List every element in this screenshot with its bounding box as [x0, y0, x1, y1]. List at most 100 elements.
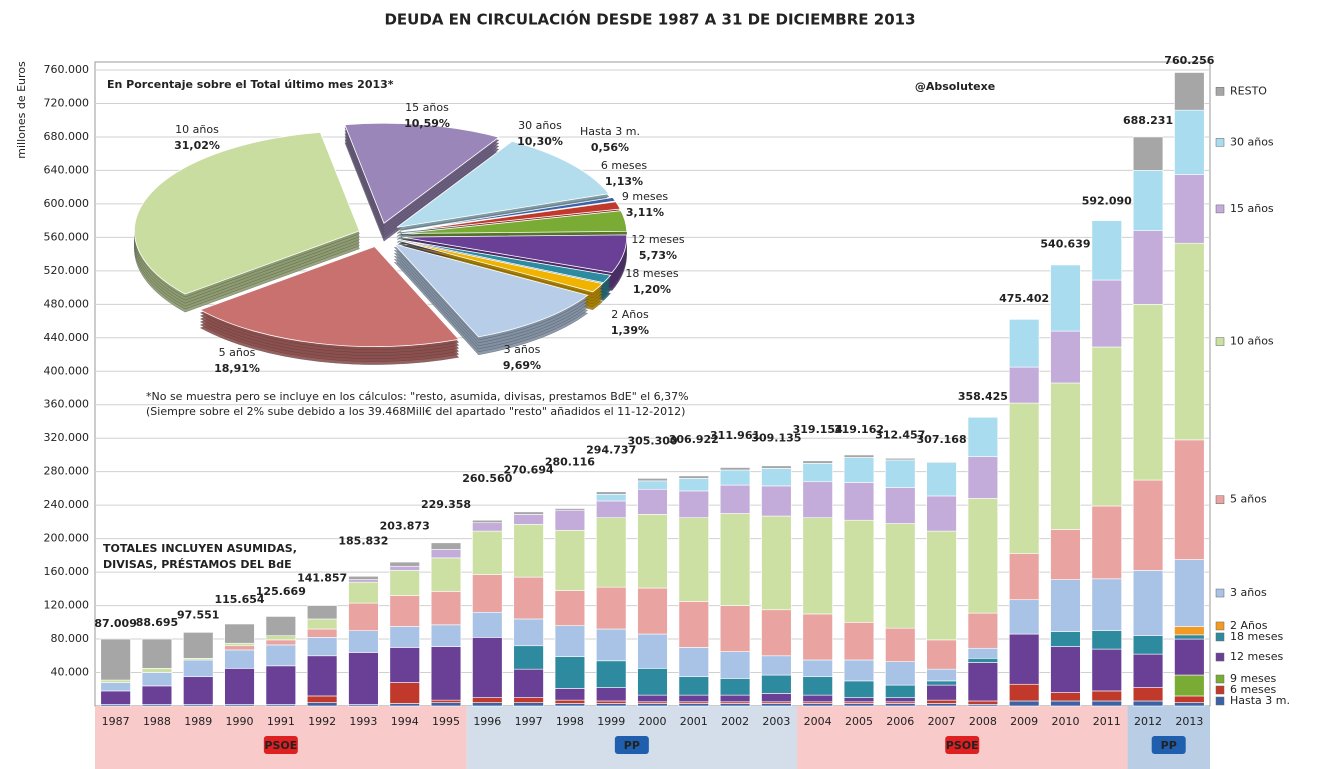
y-tick-label: 40.000	[51, 666, 90, 679]
y-axis-label: millones de Euros	[15, 61, 28, 159]
bar-segment	[1174, 242, 1205, 441]
bar-segment	[843, 622, 875, 661]
bar-segment	[224, 649, 255, 669]
bar-segment	[472, 611, 503, 638]
bar-segment	[678, 490, 709, 519]
total-label: 280.116	[545, 456, 595, 469]
legend-swatch	[1215, 204, 1225, 214]
legend-swatch	[1215, 588, 1225, 598]
bar-segment	[843, 519, 875, 623]
y-tick-label: 520.000	[44, 264, 90, 277]
bar-segment	[1050, 529, 1081, 580]
total-label: 309.135	[751, 431, 801, 444]
bar-segment	[1132, 570, 1164, 637]
bar-segment	[678, 475, 709, 479]
party-logo-text: PSOE	[264, 739, 297, 752]
bar-segment	[472, 702, 503, 707]
bar-segment	[1008, 700, 1040, 707]
bar-segment	[183, 659, 214, 678]
bar-segment	[100, 682, 131, 692]
bar-segment	[554, 703, 586, 707]
bar-segment	[1174, 174, 1205, 244]
bar-segment	[761, 468, 792, 487]
legend-label: 6 meses	[1230, 683, 1276, 696]
bar-segment	[1050, 631, 1081, 647]
pie-label: 9 meses	[622, 190, 668, 203]
bar-segment	[1174, 695, 1205, 703]
handle: @Absolutexe	[915, 80, 995, 93]
bar-segment	[1174, 638, 1205, 676]
legend-label: 3 años	[1230, 586, 1267, 599]
bar-segment	[596, 628, 627, 662]
annotation: TOTALES INCLUYEN ASUMIDAS,	[103, 542, 297, 555]
bar-segment	[596, 586, 627, 630]
bar-segment	[265, 639, 297, 646]
bar-segment	[389, 703, 420, 707]
bar-segment	[389, 682, 420, 704]
total-label: 311.961	[710, 429, 760, 442]
legend-label: 30 años	[1230, 135, 1274, 148]
bar-segment	[1132, 635, 1164, 655]
bar-segment	[1132, 653, 1164, 688]
bar-segment	[348, 630, 379, 653]
bar-segment	[1091, 690, 1122, 702]
bar-segment	[1008, 366, 1040, 404]
pie-value-label: 1,39%	[611, 324, 649, 337]
legend-swatch	[1215, 138, 1225, 147]
pie-title: En Porcentaje sobre el Total último mes …	[107, 78, 394, 91]
bar-segment	[596, 703, 627, 707]
bar-segment	[719, 678, 751, 696]
bar-segment	[430, 624, 462, 647]
bar-segment	[1132, 687, 1164, 702]
legend-label: Hasta 3 m.	[1230, 694, 1290, 707]
x-tick-label: 2005	[845, 715, 873, 728]
bar-segment	[430, 557, 462, 592]
bar-segment	[513, 524, 544, 578]
legend-swatch	[1215, 621, 1225, 631]
y-tick-label: 360.000	[44, 398, 90, 411]
bar-segment	[265, 635, 297, 641]
bar-segment	[967, 700, 999, 705]
bar-segment	[637, 488, 668, 515]
bar-segment	[554, 656, 586, 689]
total-label: 294.737	[586, 443, 636, 456]
bar-segment	[1174, 72, 1205, 111]
pie-label: 30 años	[518, 119, 562, 132]
bar-segment	[265, 644, 297, 667]
bar-segment	[1008, 319, 1040, 368]
legend-swatch	[1215, 632, 1225, 642]
legend-label: 2 Años	[1230, 619, 1268, 632]
bar-segment	[761, 485, 792, 517]
bar-segment	[926, 462, 957, 497]
party-logo-text: PSOE	[946, 739, 979, 752]
legend-label: 15 años	[1230, 202, 1274, 215]
bar-segment	[554, 508, 586, 511]
y-tick-label: 240.000	[44, 498, 90, 511]
bar-segment	[637, 478, 668, 482]
bar-segment	[1132, 136, 1164, 171]
bar-segment	[885, 684, 916, 698]
bar-segment	[554, 590, 586, 626]
bar-segment	[761, 693, 792, 703]
total-label: 125.669	[256, 585, 306, 598]
bar-segment	[678, 703, 709, 707]
annotation: DIVISAS, PRÉSTAMOS DEL BdE	[103, 558, 292, 571]
legend-label: 18 meses	[1230, 630, 1283, 643]
bar-segment	[967, 612, 999, 649]
bar-segment	[472, 574, 503, 613]
bar-segment	[761, 465, 792, 469]
bar-segment	[926, 495, 957, 532]
total-label: 97.551	[177, 608, 219, 621]
bar-segment	[802, 613, 833, 661]
y-tick-label: 480.000	[44, 297, 90, 310]
x-tick-label: 1991	[267, 715, 295, 728]
x-tick-label: 1988	[143, 715, 171, 728]
legend-swatch	[1215, 495, 1225, 504]
footnote: *No se muestra pero se incluye en los cá…	[146, 390, 689, 403]
bar-segment	[1091, 220, 1122, 281]
bar-segment	[513, 645, 544, 670]
bar-segment	[1174, 559, 1205, 627]
pie-slice	[401, 201, 621, 233]
total-label: 592.090	[1082, 195, 1132, 208]
